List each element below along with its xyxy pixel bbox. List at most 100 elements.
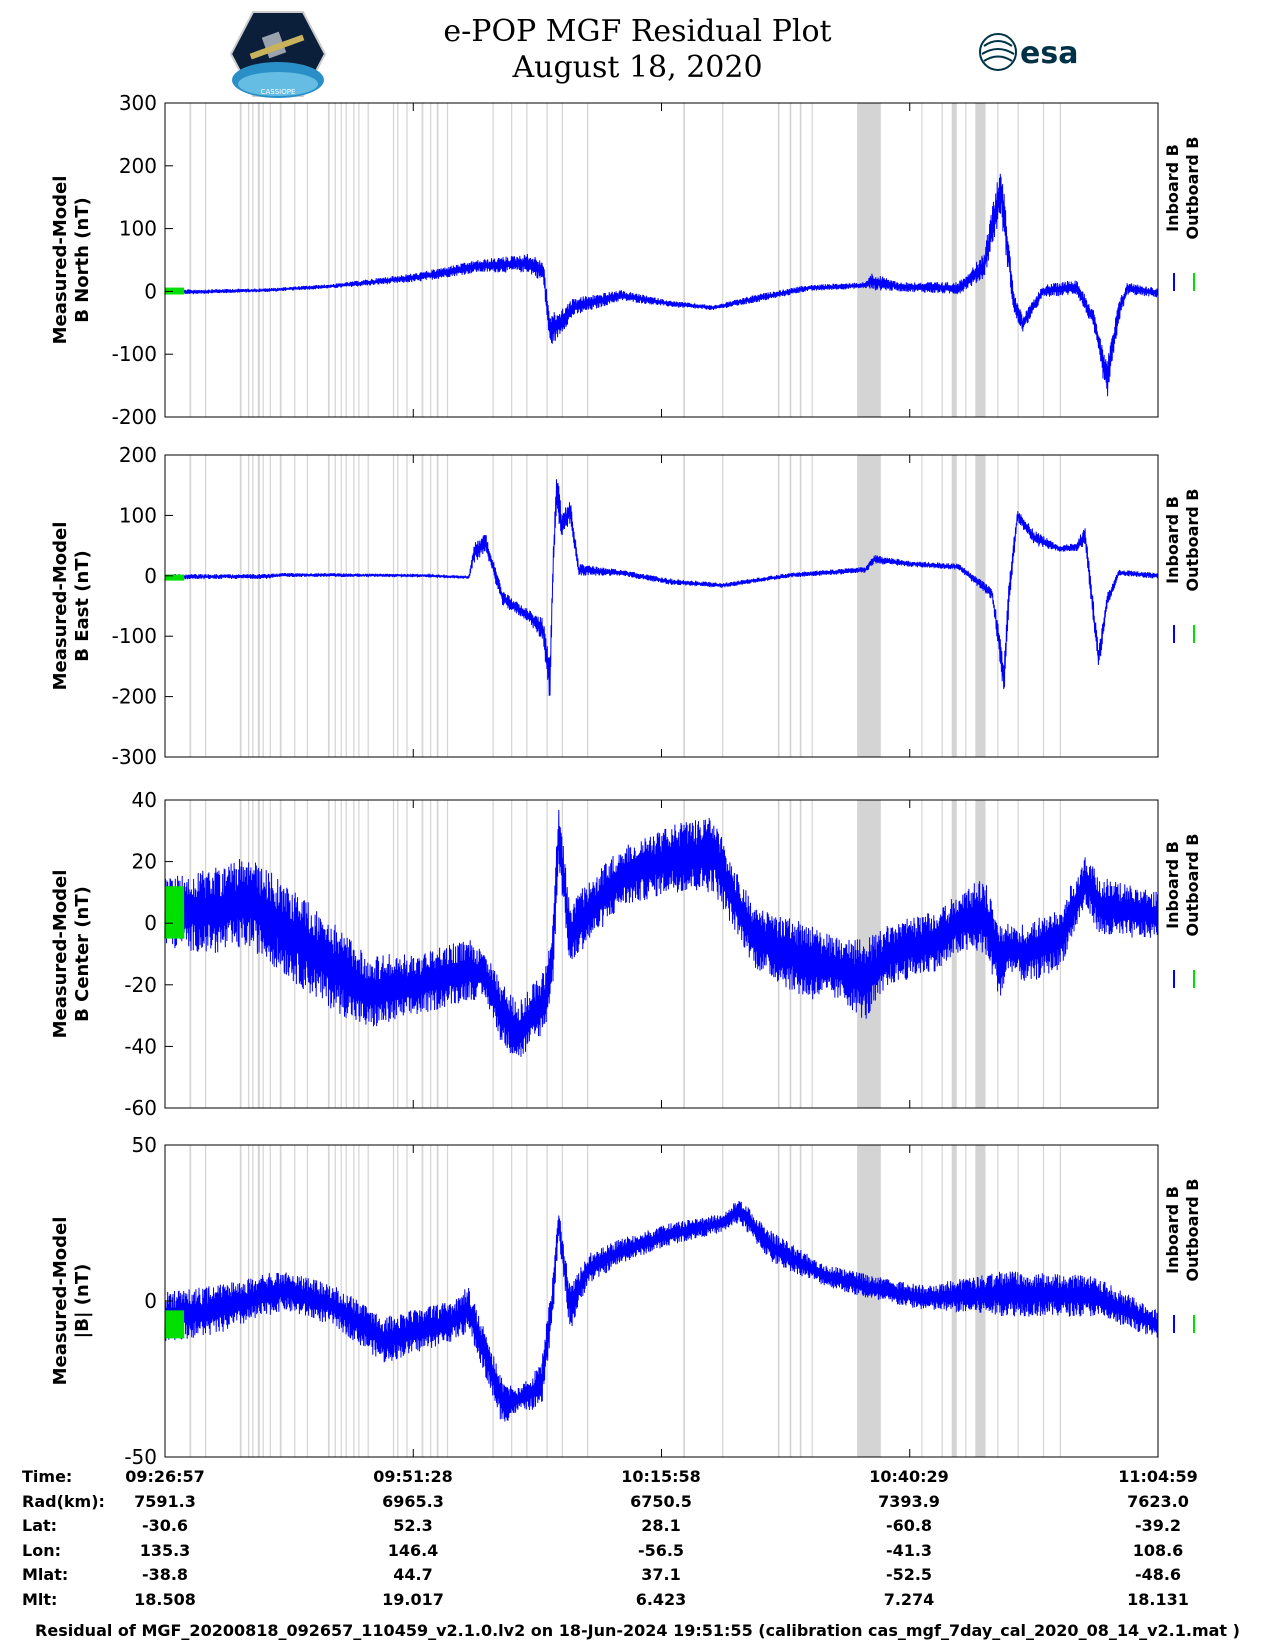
data-gap-band — [546, 103, 548, 417]
y-axis-label-line-1: Measured-Model — [50, 176, 71, 345]
data-gap-band — [436, 455, 439, 757]
data-gap-band — [777, 455, 780, 757]
data-gap-band — [397, 1145, 399, 1457]
series-outboard-b-line — [164, 886, 185, 939]
orbit-info-value: 6.423 — [635, 1589, 687, 1609]
data-gap-band — [722, 800, 724, 1108]
legend-inboard-label: Inboard B — [1163, 1186, 1182, 1274]
data-gap-band — [239, 103, 242, 417]
cassiope-logo: CASSIOPE — [229, 11, 327, 98]
data-gap-band — [421, 455, 424, 757]
series-outboard-b-line — [164, 1310, 185, 1339]
orbit-info-value: -41.3 — [885, 1540, 933, 1560]
data-gap-band — [492, 800, 494, 1108]
data-gap-band — [561, 103, 563, 417]
data-gap-band — [189, 103, 192, 417]
y-tick-label: 200 — [119, 154, 157, 178]
data-gap-band — [446, 455, 449, 757]
data-gap-band — [345, 103, 347, 417]
data-gap-band — [492, 103, 494, 417]
data-gap-band — [269, 103, 271, 417]
data-gap-band — [340, 455, 342, 757]
esa-logo-text: esa — [1020, 36, 1078, 71]
y-tick-label: -60 — [124, 1096, 157, 1120]
orbit-info-value: -56.5 — [637, 1540, 685, 1560]
orbit-info-row: Lat: -30.6 52.3 28.1 -60.8 -39.2 — [0, 1516, 1275, 1540]
data-gap-band — [811, 455, 813, 757]
orbit-info-value: 135.3 — [139, 1540, 191, 1560]
data-gap-band — [406, 455, 408, 757]
data-gap-band — [252, 455, 254, 757]
y-tick-label: 0 — [144, 1289, 157, 1313]
title-date: August 18, 2020 — [512, 50, 763, 85]
data-gap-band — [975, 800, 986, 1108]
data-gap-band — [406, 1145, 408, 1457]
series-outboard-b-line — [164, 287, 185, 295]
data-gap-band — [546, 455, 548, 757]
y-axis-label: Measured-Model|B| (nT) — [50, 1217, 93, 1386]
orbit-info-value: 19.017 — [382, 1589, 444, 1609]
data-gap-band — [327, 455, 330, 757]
data-gap-band — [306, 455, 309, 757]
data-gap-band — [397, 455, 399, 757]
data-gap-band — [526, 800, 528, 1108]
series-inboard-b-line — [164, 173, 1159, 397]
orbit-info-label: Time: — [22, 1467, 73, 1486]
orbit-info-value: -38.8 — [141, 1565, 189, 1584]
orbit-info-value: 7623.0 — [1127, 1491, 1189, 1511]
orbit-info-value: 7.274 — [883, 1589, 935, 1609]
y-tick-label: -20 — [124, 973, 157, 997]
data-gap-band — [777, 1145, 780, 1457]
data-gap-band — [392, 1145, 395, 1457]
orbit-info-row: Time: 09:26:57 09:51:28 10:15:58 10:40:29 11:… — [0, 1467, 1275, 1491]
legend-outboard-label: Outboard B — [1183, 489, 1202, 592]
y-tick-label: -50 — [124, 1445, 157, 1465]
data-gap-band — [345, 455, 347, 757]
y-axis-label: Measured-ModelB North (nT) — [50, 176, 93, 345]
data-gap-band — [683, 103, 685, 417]
data-gap-band — [951, 455, 957, 757]
legend: Inboard BOutboard B — [1163, 1179, 1202, 1282]
orbit-info-value: 09:51:28 — [373, 1467, 453, 1486]
data-gap-band — [430, 103, 432, 417]
data-gap-band — [421, 103, 424, 417]
data-gap-band — [799, 103, 802, 417]
chart-panel-3: 40 20 0 -20 -40 -60 Measured-ModelB Center (nT… — [50, 788, 1202, 1120]
data-gap-band — [430, 1145, 432, 1457]
y-axis-label-line-1: Measured-Model — [50, 870, 71, 1039]
data-gap-band — [248, 103, 250, 417]
orbit-info-label: Mlat: — [22, 1565, 69, 1584]
orbit-info-value: 18.131 — [1127, 1589, 1189, 1609]
y-tick-label: -200 — [112, 405, 157, 429]
data-gap-band — [262, 800, 264, 1108]
data-gap-band — [189, 1145, 192, 1457]
orbit-info-value: 7393.9 — [878, 1491, 940, 1511]
data-gap-band — [340, 103, 342, 417]
data-gap-band — [421, 800, 424, 1108]
data-gap-band — [279, 455, 282, 757]
orbit-info-value: 44.7 — [393, 1565, 433, 1584]
data-gap-band — [799, 455, 802, 757]
data-gap-band — [722, 455, 724, 757]
data-gap-band — [436, 103, 439, 417]
title-line-1: e-POP MGF Residual Plot — [443, 14, 832, 49]
data-gap-band — [353, 103, 355, 417]
esa-logo: esa — [979, 33, 1078, 71]
data-gap-band — [294, 455, 296, 757]
orbit-info-value: -39.2 — [1134, 1516, 1182, 1535]
orbit-info-value: 146.4 — [387, 1540, 439, 1560]
data-gap-band — [1059, 103, 1061, 417]
data-gap-band — [406, 800, 408, 1108]
legend: Inboard BOutboard B — [1163, 834, 1202, 937]
chart-panel-4: 50 0 -50 Measured-Model|B| (nT) Inboard BOut… — [50, 1133, 1202, 1465]
data-gap-band — [561, 455, 563, 757]
orbit-info-row: Mlt: 18.508 19.017 6.423 7.274 18.131 — [0, 1590, 1275, 1614]
orbit-info-label: Lat: — [22, 1516, 58, 1535]
data-gap-band — [951, 800, 957, 1108]
y-tick-label: -300 — [112, 745, 157, 769]
data-gap-band — [334, 455, 336, 757]
y-tick-label: -40 — [124, 1034, 157, 1058]
data-gap-band — [345, 1145, 347, 1457]
data-gap-band — [811, 103, 813, 417]
y-axis-label-line-2: |B| (nT) — [72, 1264, 93, 1339]
